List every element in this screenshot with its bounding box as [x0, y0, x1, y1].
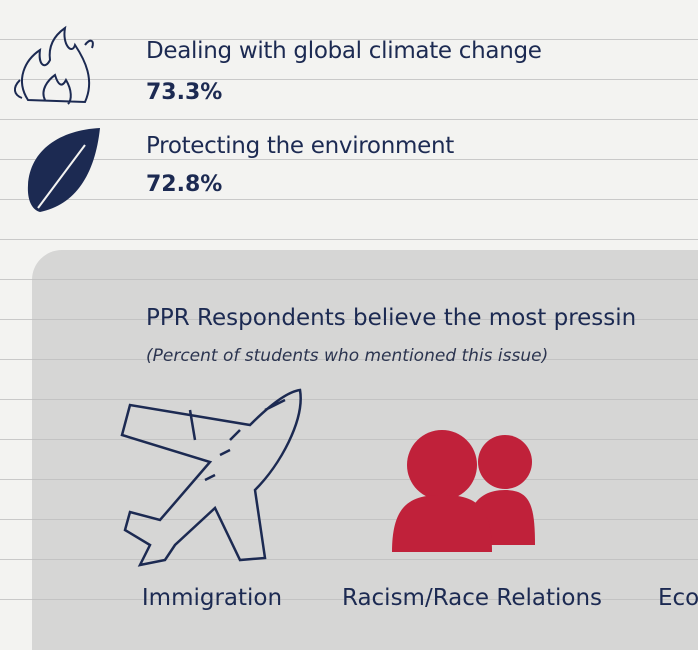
item-label: Dealing with global climate change: [146, 38, 542, 64]
section-subtitle: (Percent of students who mentioned this …: [146, 346, 549, 366]
section-title: PPR Respondents believe the most pressin: [146, 305, 637, 331]
icons: [14, 25, 535, 567]
item-label: Protecting the environment: [146, 133, 454, 159]
issue-label: Eco: [658, 585, 698, 611]
plane-icon: [120, 388, 302, 567]
leaf-vein: [37, 144, 86, 209]
item-value: 73.3%: [146, 80, 223, 105]
issue-label: Racism/Race Relations: [341, 585, 603, 611]
gray-panel: [32, 250, 698, 650]
leaf-icon: [27, 128, 100, 212]
item-value: 72.8%: [146, 172, 223, 197]
flame-icon: [14, 25, 94, 105]
people-icon: [392, 430, 535, 552]
issue-label: Immigration: [141, 585, 283, 611]
